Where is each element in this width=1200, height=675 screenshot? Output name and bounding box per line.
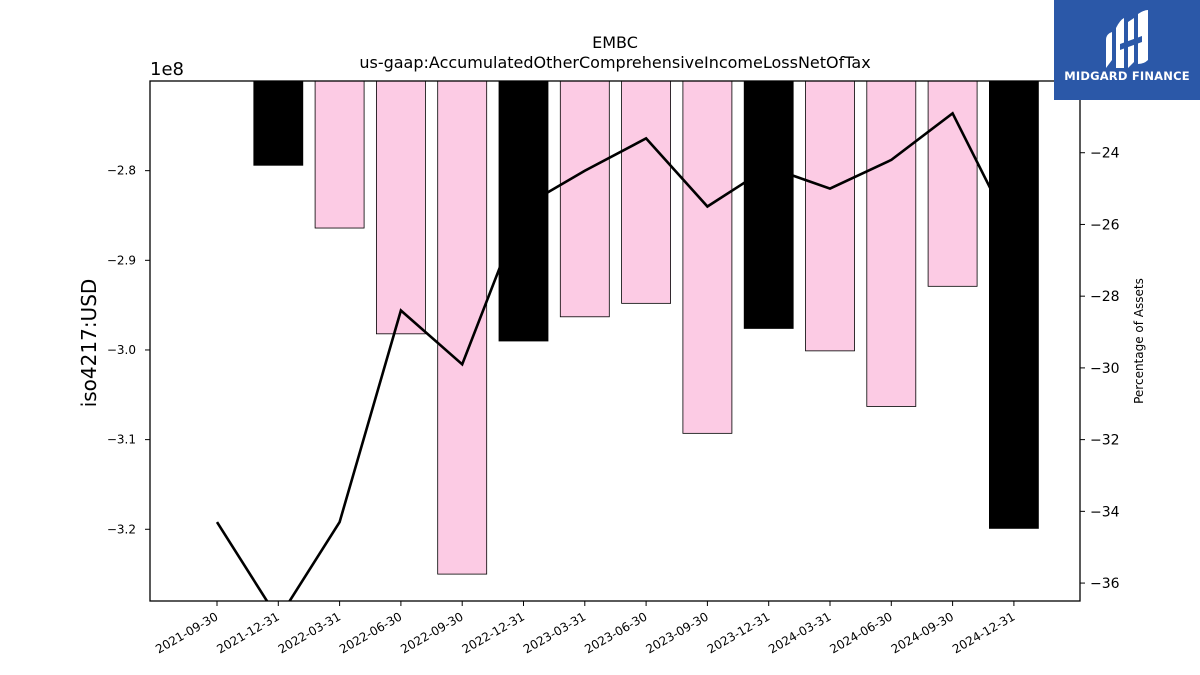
line-group [215, 111, 1016, 601]
x-tick-label: 2024-06-30 [827, 609, 894, 656]
bar [621, 80, 671, 304]
y-axis-ticks: −2.8 −2.9 −3.0 −3.1 −3.2 [107, 164, 150, 536]
x-tick-label: 2024-03-31 [766, 609, 833, 656]
bar [866, 80, 917, 407]
y-tick-label: −2.8 [107, 164, 136, 178]
x-tick-label: 2021-09-30 [153, 609, 220, 656]
y2-tick-label: −24 [1090, 146, 1120, 162]
plot-frame [149, 80, 1081, 602]
y2-tick-label: −26 [1090, 217, 1120, 233]
bar [437, 80, 488, 575]
logo-text: MIDGARD FINANCE [1064, 69, 1190, 83]
y2-tick-label: −30 [1090, 361, 1120, 377]
y2-axis-label: Percentage of Assets [1132, 278, 1146, 404]
y-axis-label: iso4217:USD [77, 279, 101, 408]
x-tick-label: 2023-06-30 [582, 609, 649, 656]
bar [253, 80, 304, 166]
x-tick-label: 2022-12-31 [460, 609, 527, 656]
y2-tick-label: −34 [1090, 504, 1120, 520]
bar [682, 80, 733, 434]
midgard-finance-logo: MIDGARD FINANCE [1054, 0, 1200, 100]
line-series [215, 111, 1016, 601]
x-tick-label: 2023-12-31 [705, 609, 772, 656]
y-offset-label: 1e8 [150, 59, 184, 80]
y2-tick-label: −28 [1090, 289, 1120, 305]
bar [805, 80, 855, 352]
x-tick-label: 2022-09-30 [398, 609, 465, 656]
y-tick-label: −3.0 [107, 343, 136, 357]
y2-tick-label: −32 [1090, 433, 1120, 449]
x-axis-ticks: 2021-09-302021-12-312022-03-312022-06-30… [153, 601, 1017, 656]
y2-axis-ticks: −24 −26 −28 −30 −32 −34 −36 [1080, 146, 1120, 592]
x-tick-label: 2024-12-31 [950, 609, 1017, 656]
x-tick-label: 2021-12-31 [214, 609, 281, 656]
x-tick-label: 2024-09-30 [889, 609, 956, 656]
y-tick-label: −3.1 [107, 433, 136, 447]
y-tick-label: −2.9 [107, 253, 136, 267]
x-tick-label: 2023-03-31 [521, 609, 588, 656]
bar-group [253, 80, 1039, 575]
y2-tick-label: −36 [1090, 576, 1120, 592]
chart-title: EMBC [592, 33, 638, 52]
bar [498, 80, 549, 342]
logo-mark-icon [1106, 10, 1148, 68]
bar [314, 80, 365, 229]
bar [743, 80, 794, 329]
x-tick-label: 2022-06-30 [337, 609, 404, 656]
bar [559, 80, 610, 318]
bar [375, 80, 426, 335]
bar [989, 80, 1039, 529]
x-tick-label: 2023-09-30 [643, 609, 710, 656]
chart-subtitle: us-gaap:AccumulatedOtherComprehensiveInc… [359, 53, 870, 72]
x-tick-label: 2022-03-31 [276, 609, 343, 656]
y-tick-label: −3.2 [107, 522, 136, 536]
